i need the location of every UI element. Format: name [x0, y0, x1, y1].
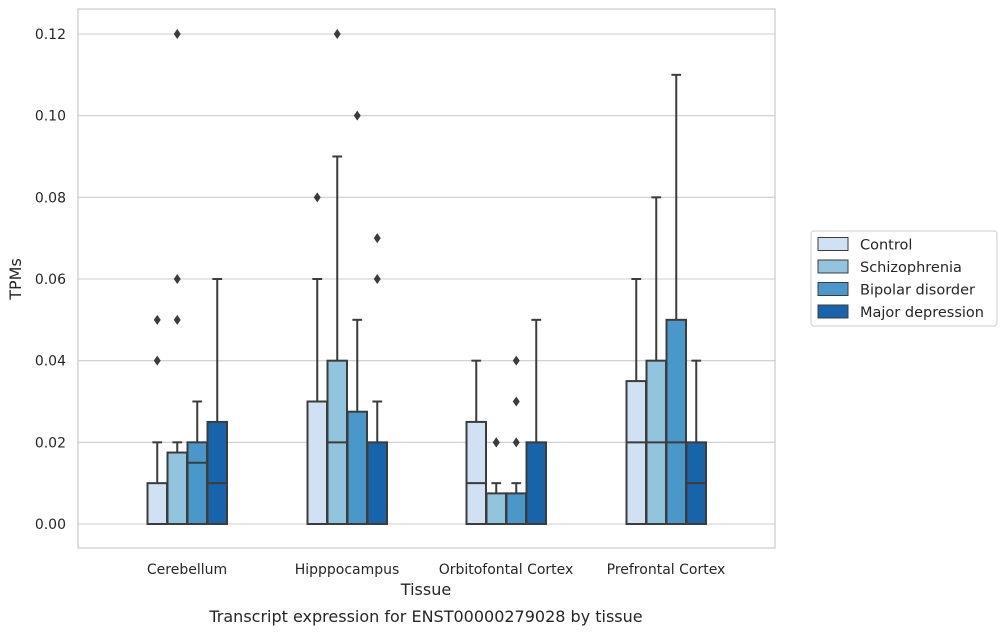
legend-label: Control [860, 238, 912, 254]
box-body [505, 492, 527, 525]
box-bipolar-disorder [505, 355, 527, 525]
y-tick-label: 0.02 [35, 435, 66, 451]
outlier-point [333, 29, 341, 39]
x-tick-labels: Cerebellum Hipppocampus Orbitofontal Corte… [147, 562, 725, 578]
legend-label: Schizophrenia [860, 260, 962, 276]
boxes [146, 29, 707, 526]
y-tick-label: 0.08 [35, 190, 66, 206]
box-body [665, 318, 687, 526]
outlier-point [313, 192, 321, 203]
box-control [625, 278, 647, 526]
chart-caption: Transcript expression for ENST0000027902… [208, 607, 642, 626]
x-tick-label: Prefrontal Cortex [607, 562, 726, 578]
box-major-depression [525, 318, 547, 526]
x-tick-label: Cerebellum [147, 562, 227, 578]
box-body [625, 380, 647, 526]
legend: Control Schizophrenia Bipolar disorder Majo… [810, 230, 998, 327]
box-bipolar-disorder [665, 73, 687, 526]
legend-swatch [817, 304, 849, 319]
box-control [146, 314, 168, 525]
outlier-point [373, 274, 381, 284]
box-body [206, 420, 228, 525]
outlier-point [492, 437, 500, 448]
outlier-point [512, 396, 520, 407]
x-axis-label: Tissue [400, 580, 451, 599]
box-schizophrenia [166, 29, 188, 525]
box-control [306, 192, 328, 525]
box-body [186, 441, 208, 526]
box-bipolar-disorder [186, 400, 208, 526]
box-bipolar-disorder [346, 110, 368, 526]
y-tick-label: 0.06 [35, 272, 66, 288]
box-body [146, 482, 168, 525]
outlier-point [512, 355, 520, 366]
y-tick-label: 0.10 [35, 109, 66, 125]
box-schizophrenia [326, 29, 348, 525]
outlier-point [373, 233, 381, 244]
box-major-depression [366, 233, 388, 526]
box-schizophrenia [645, 196, 667, 525]
y-tick-label: 0.04 [35, 354, 66, 370]
legend-swatch [817, 259, 849, 274]
legend-swatch [817, 282, 849, 296]
legend-label: Bipolar disorder [860, 283, 975, 299]
y-tick-labels: 0.00 0.02 0.04 0.06 0.08 0.10 0.12 [35, 27, 66, 533]
outlier-point [512, 437, 520, 448]
outlier-point [153, 314, 161, 325]
box-body [485, 492, 507, 525]
plot-area [77, 8, 776, 549]
y-tick-label: 0.00 [35, 517, 66, 533]
outlier-point [173, 274, 181, 284]
box-body [306, 400, 328, 525]
x-tick-label: Hipppocampus [295, 562, 400, 578]
outlier-point [153, 355, 161, 366]
box-body [346, 410, 368, 526]
x-tick-label: Orbitofontal Cortex [439, 562, 574, 578]
box-major-depression [685, 359, 707, 526]
outlier-point [173, 314, 181, 325]
box-major-depression [206, 278, 228, 525]
box-body [465, 420, 487, 525]
box-body [366, 441, 388, 526]
y-tick-label: 0.12 [35, 27, 66, 43]
box-schizophrenia [485, 437, 507, 525]
y-axis-label: TPMs [6, 258, 25, 301]
outlier-point [353, 110, 361, 121]
box-body [525, 441, 547, 526]
box-body [166, 451, 188, 525]
outlier-point [173, 29, 181, 39]
legend-swatch [817, 237, 849, 251]
box-control [465, 359, 487, 525]
legend-label: Major depression [860, 305, 984, 321]
legend-frame [810, 230, 998, 327]
